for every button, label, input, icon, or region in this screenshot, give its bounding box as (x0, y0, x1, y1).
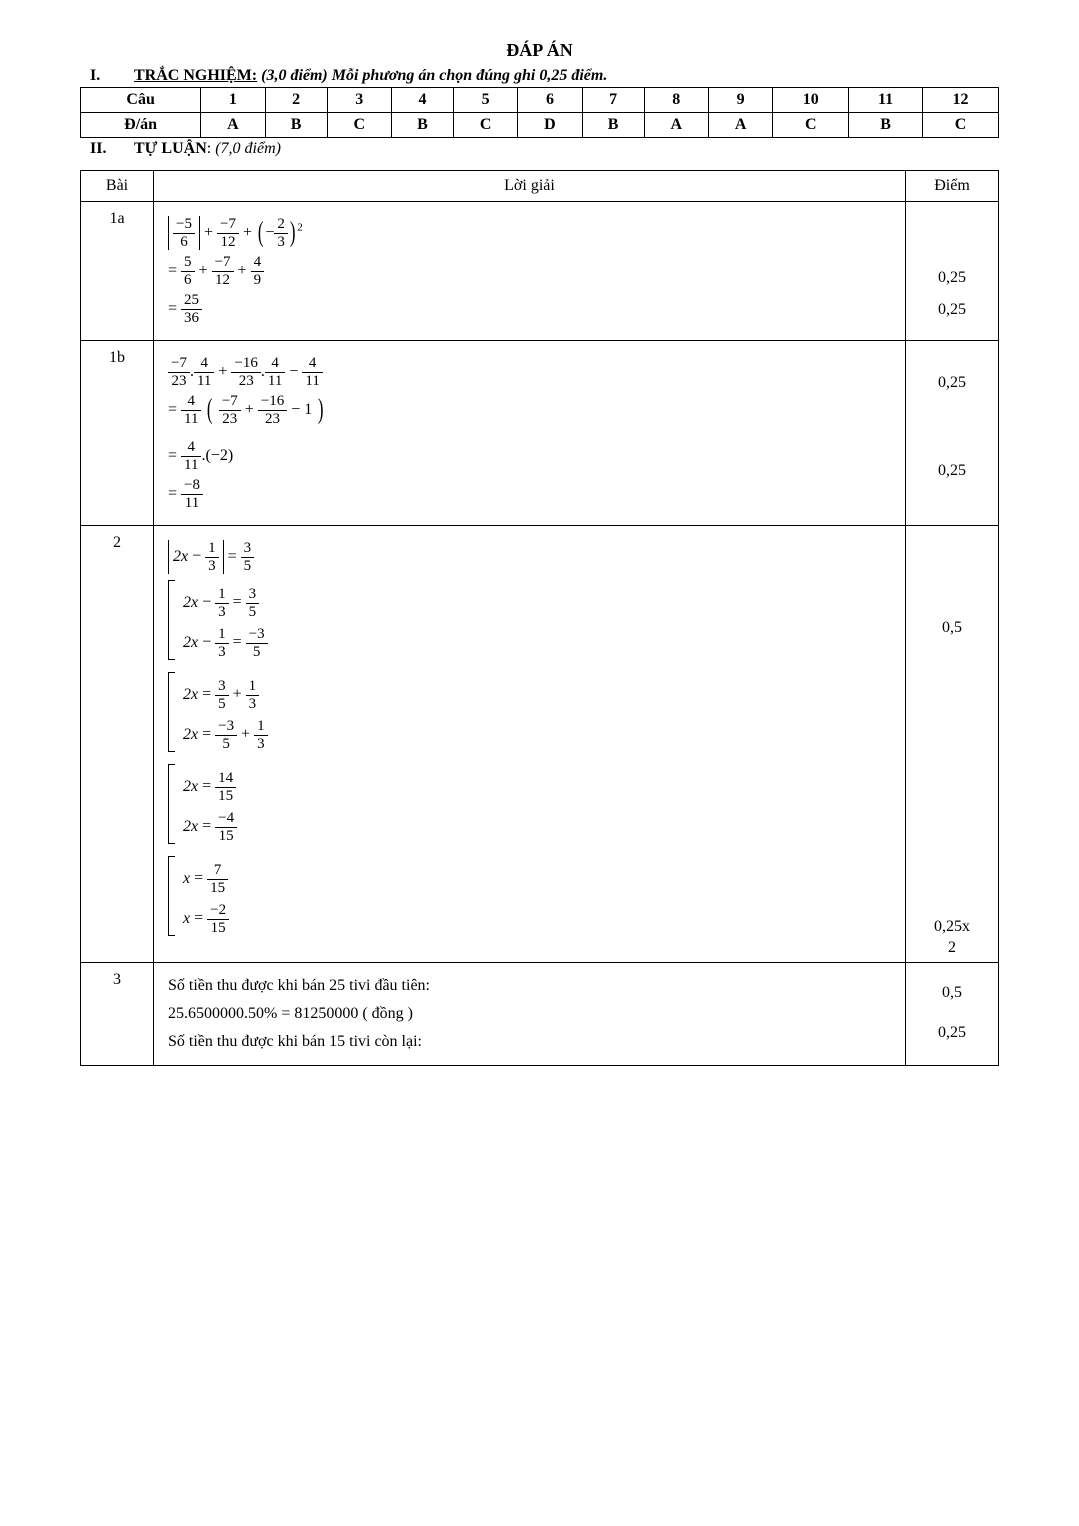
section1-label: I. (80, 67, 130, 85)
points-value: 0,25 (912, 1024, 992, 1042)
mc-answer: A (708, 113, 772, 138)
solution-cell: Số tiền thu được khi bán 25 tivi đầu tiê… (154, 962, 906, 1065)
section1-heading: I. TRẮC NGHIỆM: (3,0 điểm) Mỗi phương án… (80, 67, 999, 85)
problem-id: 1b (81, 341, 154, 526)
case-group: 2x = 35 + 13 2x = −35 + 13 (168, 672, 891, 758)
text-line: Số tiền thu được khi bán 15 tivi còn lại… (168, 1033, 891, 1051)
mc-col: 9 (708, 88, 772, 113)
section1-note: (3,0 điểm) Mỗi phương án chọn đúng ghi 0… (261, 67, 607, 84)
mc-col: 4 (391, 88, 453, 113)
mc-answer: C (922, 113, 998, 138)
points-value: 0,25x2 (912, 917, 992, 959)
section1-head: TRẮC NGHIỆM: (134, 67, 257, 84)
points-cell: 0,5 0,25x2 (906, 526, 999, 963)
table-row: 2 2x − 13 = 35 2x − 13 = 35 2x − 13 = −3… (81, 526, 999, 963)
mc-col: 8 (644, 88, 708, 113)
text-line: Số tiền thu được khi bán 25 tivi đầu tiê… (168, 977, 891, 995)
math-line: = 2536 (168, 292, 891, 326)
points-cell: 0,25 0,25 (906, 341, 999, 526)
section2-heading: II. TỰ LUẬN: (7,0 điểm) (80, 140, 999, 158)
case-group: 2x = 1415 2x = −415 (168, 764, 891, 850)
mc-col: 7 (582, 88, 644, 113)
table-row: Câu 1 2 3 4 5 6 7 8 9 10 11 12 (81, 88, 999, 113)
mc-answer: B (265, 113, 327, 138)
math-line: −723.411 + −1623.411 − 411 (168, 355, 891, 389)
problem-id: 2 (81, 526, 154, 963)
solution-cell: −723.411 + −1623.411 − 411 = 411 ( −723 … (154, 341, 906, 526)
mc-answer: D (518, 113, 582, 138)
mc-answer: B (582, 113, 644, 138)
case-group: 2x − 13 = 35 2x − 13 = −35 (168, 580, 891, 666)
header-diem: Điểm (906, 171, 999, 202)
math-line: = 56 + −712 + 49 (168, 254, 891, 288)
solution-cell: −56 + −712 + (−23)2 = 56 + −712 + 49 = 2… (154, 202, 906, 341)
math-line: = −811 (168, 477, 891, 511)
points-cell: 0,5 0,25 (906, 962, 999, 1065)
section2-head: TỰ LUẬN (134, 140, 207, 157)
table-row: Đ/án A B C B C D B A A C B C (81, 113, 999, 138)
table-row: 1b −723.411 + −1623.411 − 411 = 411 ( −7… (81, 341, 999, 526)
header-loigiai: Lời giải (154, 171, 906, 202)
section2-label: II. (80, 140, 130, 158)
mc-row-label: Câu (81, 88, 201, 113)
math-line: = 411.(−2) (168, 439, 891, 473)
solution-table: Bài Lời giải Điểm 1a −56 + −712 + (−23)2… (80, 170, 999, 1066)
math-line: 25.6500000.50% = 81250000 ( đồng ) (168, 1005, 891, 1023)
mc-answer: A (201, 113, 265, 138)
math-line: = 411 ( −723 + −1623 − 1 ) (168, 393, 891, 427)
mc-col: 2 (265, 88, 327, 113)
mc-row-label: Đ/án (81, 113, 201, 138)
mc-col: 6 (518, 88, 582, 113)
problem-id: 3 (81, 962, 154, 1065)
mc-col: 3 (327, 88, 391, 113)
math-line: 2x − 13 = 35 (168, 540, 891, 574)
mc-answer: C (327, 113, 391, 138)
mc-col: 11 (849, 88, 923, 113)
mc-answer-table: Câu 1 2 3 4 5 6 7 8 9 10 11 12 Đ/án A B … (80, 87, 999, 138)
mc-answer: B (849, 113, 923, 138)
page-title: ĐÁP ÁN (80, 40, 999, 61)
section2-note: (7,0 điểm) (215, 140, 281, 157)
mc-answer: B (391, 113, 453, 138)
points-value: 0,25 (912, 374, 992, 392)
problem-id: 1a (81, 202, 154, 341)
header-bai: Bài (81, 171, 154, 202)
mc-col: 5 (453, 88, 517, 113)
points-value: 0,25 (912, 301, 992, 319)
mc-answer: C (773, 113, 849, 138)
mc-col: 10 (773, 88, 849, 113)
points-value: 0,25 (912, 269, 992, 287)
mc-col: 12 (922, 88, 998, 113)
points-value: 0,5 (912, 984, 992, 1002)
solution-cell: 2x − 13 = 35 2x − 13 = 35 2x − 13 = −35 … (154, 526, 906, 963)
table-row: Bài Lời giải Điểm (81, 171, 999, 202)
math-line: −56 + −712 + (−23)2 (168, 216, 891, 250)
mc-answer: C (453, 113, 517, 138)
case-group: x = 715 x = −215 (168, 856, 891, 942)
table-row: 1a −56 + −712 + (−23)2 = 56 + −712 + 49 … (81, 202, 999, 341)
points-value: 0,25 (912, 462, 992, 480)
mc-col: 1 (201, 88, 265, 113)
table-row: 3 Số tiền thu được khi bán 25 tivi đầu t… (81, 962, 999, 1065)
mc-answer: A (644, 113, 708, 138)
points-value: 0,5 (912, 619, 992, 637)
points-cell: 0,25 0,25 (906, 202, 999, 341)
